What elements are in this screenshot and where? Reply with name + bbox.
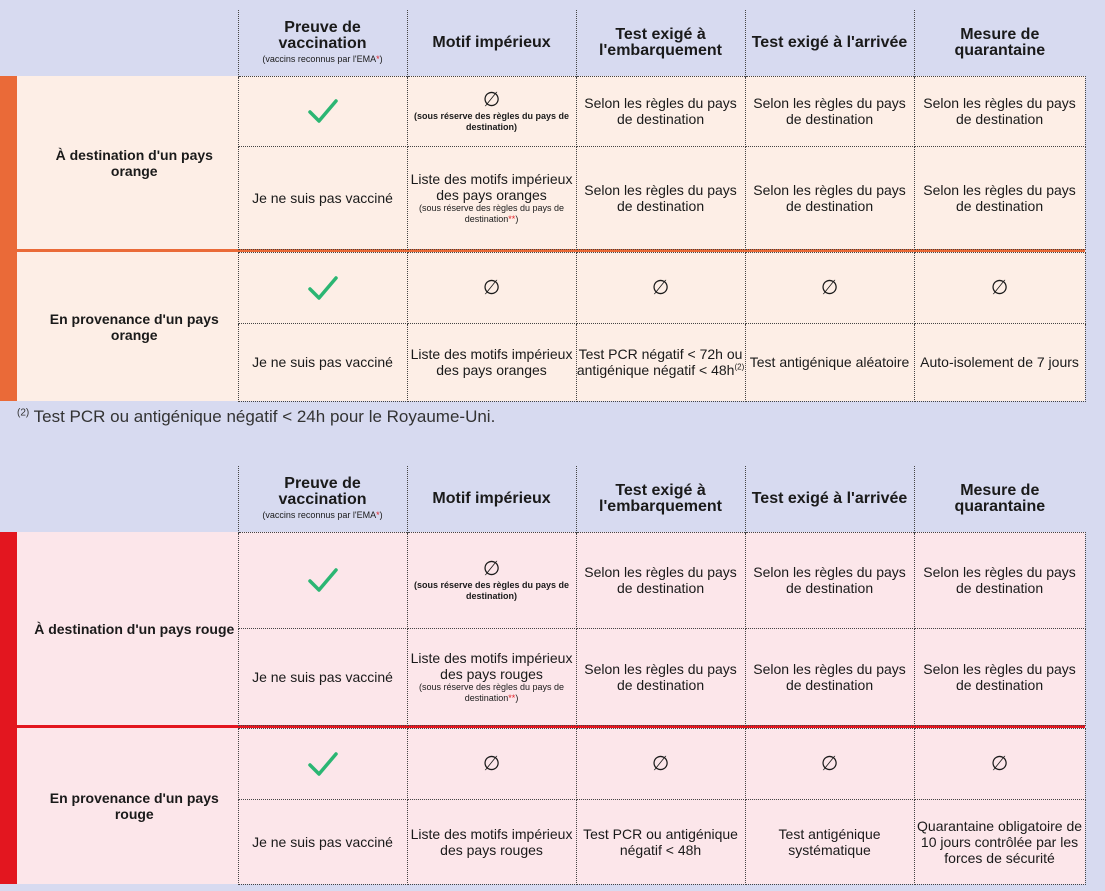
orange-color-bar [0,76,17,401]
table-row: Je ne suis pas vacciné Liste des motifs … [0,627,1086,726]
check-icon [307,99,338,123]
empty-set-icon: ∅ [990,752,1009,775]
section-label-destination-orange: À destination d'un pays orange [31,76,239,249]
header-proof: Preuve de vaccination (vaccins reconnus … [237,10,408,76]
header-arrival: Test exigé à l'arrivée [744,466,915,532]
section-label-provenance-red: En provenance d'un pays rouge [31,728,239,884]
red-countries-table: Preuve de vaccination (vaccins reconnus … [0,466,1086,885]
table-row: En provenance d'un pays rouge ∅ ∅ ∅ ∅ [0,727,1086,884]
table-row: À destination d'un pays orange ∅ (sous r… [0,75,1086,401]
section-divider [0,249,1086,252]
header-motive: Motif impérieux [406,466,577,532]
table-row: En provenance d'un pays orange ∅ ∅ ∅ ∅ [0,251,1086,401]
empty-set-icon: ∅ [651,752,670,775]
section-label-destination-red: À destination d'un pays rouge [31,532,239,725]
section-label-provenance-orange: En provenance d'un pays orange [31,252,239,401]
empty-set-icon: ∅ [482,276,501,299]
table-row: Je ne suis pas vacciné Liste des motifs … [0,145,1086,250]
table-row: À destination d'un pays rouge ∅ (sous ré… [0,531,1086,884]
section-divider [0,725,1086,728]
table-header-row: Preuve de vaccination (vaccins reconnus … [0,10,1086,76]
footnote: (2) Test PCR ou antigénique négatif < 24… [17,407,496,426]
header-quarantine: Mesure de quarantaine [913,466,1086,532]
empty-set-icon: ∅ [820,752,839,775]
header-proof-note: (vaccins reconnus par l'EMA*) [262,510,383,521]
header-motive: Motif impérieux [406,10,577,76]
empty-set-icon: ∅ [482,752,501,775]
empty-set-icon: ∅ [482,558,501,580]
orange-countries-table: Preuve de vaccination (vaccins reconnus … [0,10,1086,402]
empty-set-icon: ∅ [482,89,501,111]
table-row: Je ne suis pas vacciné Liste des motifs … [0,322,1086,402]
header-proof-note: (vaccins reconnus par l'EMA*) [262,54,383,65]
header-arrival: Test exigé à l'arrivée [744,10,915,76]
check-icon [307,751,338,776]
check-icon [307,275,338,300]
red-color-bar [0,532,17,884]
table-header-row: Preuve de vaccination (vaccins reconnus … [0,466,1086,532]
check-icon [307,568,338,592]
table-row: Je ne suis pas vacciné Liste des motifs … [0,798,1086,885]
header-boarding: Test exigé à l'embarquement [575,10,746,76]
empty-set-icon: ∅ [651,276,670,299]
header-boarding: Test exigé à l'embarquement [575,466,746,532]
empty-set-icon: ∅ [990,276,1009,299]
header-proof: Preuve de vaccination (vaccins reconnus … [237,466,408,532]
empty-set-icon: ∅ [820,276,839,299]
header-quarantine: Mesure de quarantaine [913,10,1086,76]
